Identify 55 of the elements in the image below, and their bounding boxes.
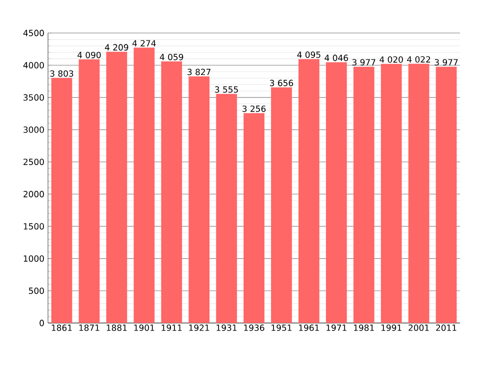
x-tick-label: 2001 xyxy=(408,324,429,331)
y-tick-label: 0 xyxy=(40,320,44,326)
y-tick-label: 3000 xyxy=(24,126,44,133)
x-tick-label: 1991 xyxy=(382,324,402,331)
y-tick-label: 4000 xyxy=(23,62,44,68)
data-label: 4 059 xyxy=(160,54,184,60)
bar xyxy=(244,113,264,323)
bar xyxy=(188,76,210,323)
x-tick-label: 1961 xyxy=(299,324,319,331)
bar xyxy=(106,52,128,323)
bar xyxy=(216,94,237,323)
bar xyxy=(271,87,292,323)
data-label: 4 274 xyxy=(132,40,156,46)
x-tick-label: 1981 xyxy=(354,324,374,331)
data-label: 3 977 xyxy=(434,59,458,66)
y-tick-label: 1000 xyxy=(24,255,44,262)
y-tick-label: 4500 xyxy=(23,30,44,36)
y-tick-label: 3500 xyxy=(24,94,44,101)
x-tick-label: 1971 xyxy=(326,324,346,331)
bar xyxy=(161,61,182,323)
x-tick-label: 1871 xyxy=(79,324,100,331)
y-tick-label: 500 xyxy=(28,288,44,294)
x-tick-label: 1921 xyxy=(189,324,210,331)
x-tick-label: 1901 xyxy=(134,324,154,331)
data-label: 4 209 xyxy=(104,44,128,51)
bar xyxy=(134,48,155,323)
data-label: 3 977 xyxy=(352,59,376,66)
x-tick-label: 1951 xyxy=(272,324,292,331)
x-tick-label: 1881 xyxy=(106,324,127,331)
x-tick-label: 1861 xyxy=(52,324,72,331)
bar xyxy=(408,64,430,323)
data-label: 4 090 xyxy=(77,52,101,58)
data-label: 3 827 xyxy=(188,68,210,76)
bar xyxy=(380,64,402,323)
data-label: 4 022 xyxy=(407,56,430,63)
data-label: 3 256 xyxy=(242,106,266,112)
data-label: 4 020 xyxy=(380,56,403,63)
data-label: 4 095 xyxy=(297,52,320,58)
data-label: 3 555 xyxy=(215,86,238,93)
x-tick-label: 2011 xyxy=(436,324,456,331)
y-tick-label: 2000 xyxy=(24,190,44,198)
bar xyxy=(436,66,457,323)
y-tick-label: 1500 xyxy=(24,223,44,230)
x-tick-label: 1911 xyxy=(162,324,182,331)
data-label: 3 656 xyxy=(270,80,294,86)
x-tick-label: 1931 xyxy=(216,324,237,331)
bar xyxy=(78,59,100,323)
bar xyxy=(353,66,374,323)
bar xyxy=(326,62,347,323)
data-label: 4 046 xyxy=(324,54,348,62)
bar xyxy=(298,59,320,323)
bar xyxy=(51,78,72,323)
x-tick-label: 1936 xyxy=(244,324,264,331)
data-label: 3 803 xyxy=(50,70,74,77)
y-tick-label: 2500 xyxy=(24,158,44,166)
